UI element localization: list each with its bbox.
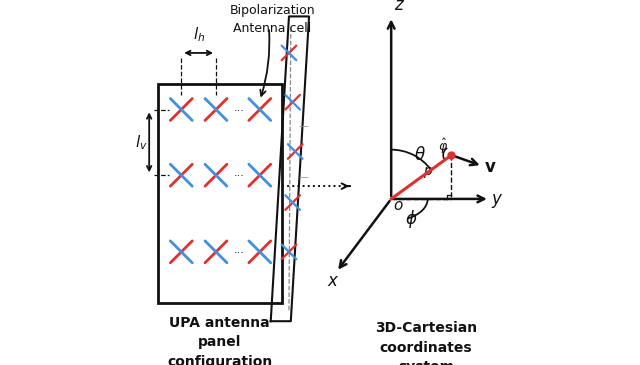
Text: $l_h$: $l_h$ [193, 25, 205, 44]
Bar [157, 84, 282, 303]
Text: x: x [327, 272, 337, 290]
Text: ...: ... [234, 168, 244, 178]
Text: UPA antenna
panel
configuration: UPA antenna panel configuration [167, 316, 272, 365]
Text: z: z [394, 0, 403, 14]
Text: 3D-Cartesian
coordinates
system: 3D-Cartesian coordinates system [375, 321, 477, 365]
Text: $\hat{\varphi}$: $\hat{\varphi}$ [438, 137, 449, 155]
Text: $p$: $p$ [423, 165, 433, 180]
Text: ...: ... [234, 103, 244, 113]
Text: $l_v$: $l_v$ [135, 133, 147, 152]
Text: $\theta$: $\theta$ [415, 146, 426, 164]
Text: ...: ... [234, 245, 244, 255]
Text: y: y [492, 190, 501, 208]
Text: o: o [393, 198, 403, 213]
Text: —: — [299, 121, 308, 131]
Text: $\phi$: $\phi$ [405, 208, 417, 230]
Text: Bipolarization
Antenna cell: Bipolarization Antenna cell [230, 4, 316, 35]
Text: —: — [299, 172, 308, 182]
Text: $\mathbf{v}$: $\mathbf{v}$ [484, 158, 497, 176]
